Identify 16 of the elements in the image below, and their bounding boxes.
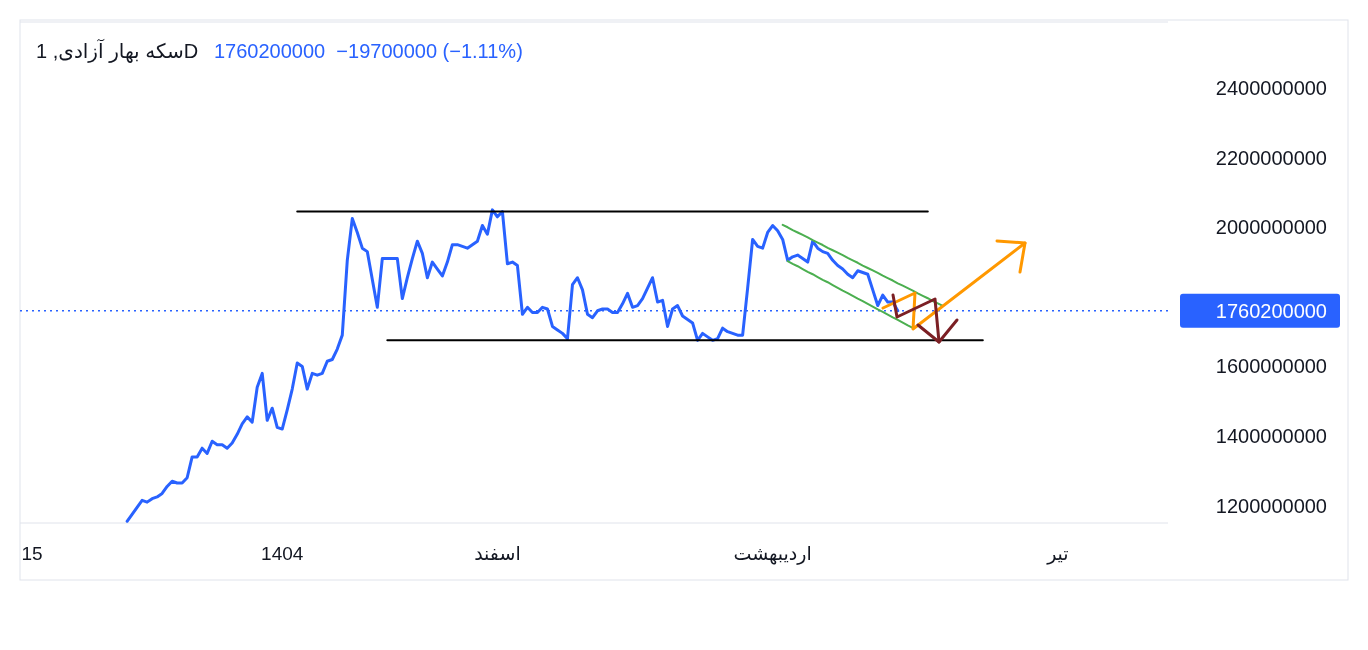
line-series bbox=[786, 260, 914, 329]
y-tick-label: 1400000000 bbox=[1215, 425, 1327, 448]
y-tick-label: 2200000000 bbox=[1215, 146, 1327, 169]
y-tick-label: 1600000000 bbox=[1215, 355, 1327, 378]
y-tick-label: 2000000000 bbox=[1215, 216, 1327, 239]
line-series bbox=[781, 223, 944, 307]
text: سکه بهار آزادی, 1D bbox=[36, 38, 199, 63]
x-tick-label: اردیبهشت bbox=[733, 542, 812, 565]
x-tick-label: 15 bbox=[21, 542, 43, 564]
text: 1760200000 −19700000 (−1.11%) bbox=[214, 40, 523, 62]
x-tick-label: تیر bbox=[1046, 542, 1069, 565]
y-tick-label: 1200000000 bbox=[1215, 494, 1327, 517]
x-tick-label: اسفند bbox=[474, 542, 521, 564]
ref-line-label: 1760200000 bbox=[1215, 299, 1327, 322]
x-tick-label: 1404 bbox=[261, 542, 304, 564]
y-tick-label: 2400000000 bbox=[1215, 77, 1327, 100]
